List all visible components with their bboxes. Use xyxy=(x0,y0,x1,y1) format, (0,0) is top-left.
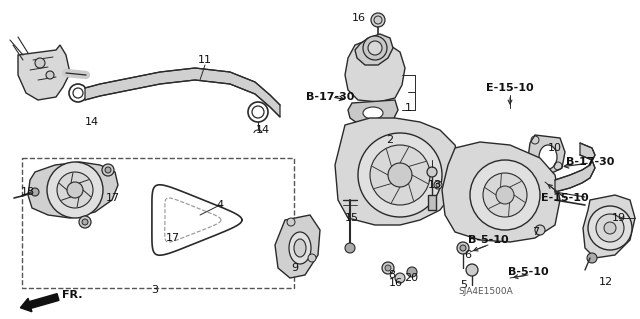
Circle shape xyxy=(79,216,91,228)
Text: 16: 16 xyxy=(352,13,366,23)
Circle shape xyxy=(604,222,616,234)
Text: 15: 15 xyxy=(345,213,359,223)
Circle shape xyxy=(105,167,111,173)
Circle shape xyxy=(457,242,469,254)
Text: B-5-10: B-5-10 xyxy=(508,267,548,277)
Circle shape xyxy=(374,16,382,24)
Text: 14: 14 xyxy=(256,125,270,135)
Text: 7: 7 xyxy=(532,227,540,237)
Polygon shape xyxy=(275,215,320,278)
Circle shape xyxy=(67,182,83,198)
Text: 17: 17 xyxy=(166,233,180,243)
Circle shape xyxy=(82,219,88,225)
Ellipse shape xyxy=(289,232,311,264)
Polygon shape xyxy=(555,143,595,192)
Polygon shape xyxy=(442,142,560,242)
Circle shape xyxy=(427,167,437,177)
Text: 14: 14 xyxy=(85,117,99,127)
Bar xyxy=(22,158,294,288)
Polygon shape xyxy=(355,34,393,65)
Text: 16: 16 xyxy=(389,278,403,288)
Circle shape xyxy=(368,41,382,55)
Circle shape xyxy=(46,71,54,79)
Circle shape xyxy=(588,206,632,250)
Circle shape xyxy=(31,188,39,196)
Circle shape xyxy=(385,265,391,271)
Circle shape xyxy=(47,162,103,218)
Text: E-15-10: E-15-10 xyxy=(486,83,534,93)
Circle shape xyxy=(466,264,478,276)
Circle shape xyxy=(483,173,527,217)
Circle shape xyxy=(388,163,412,187)
Polygon shape xyxy=(348,100,398,125)
Text: 5: 5 xyxy=(461,280,467,290)
Circle shape xyxy=(460,245,466,251)
Text: B-17-30: B-17-30 xyxy=(566,157,614,167)
Circle shape xyxy=(496,186,514,204)
Polygon shape xyxy=(335,118,460,225)
Text: B-17-30: B-17-30 xyxy=(306,92,354,102)
Text: B-5-10: B-5-10 xyxy=(468,235,508,245)
Text: 13: 13 xyxy=(428,180,442,190)
Circle shape xyxy=(382,262,394,274)
Ellipse shape xyxy=(539,145,557,169)
Circle shape xyxy=(370,145,430,205)
Circle shape xyxy=(345,243,355,253)
Text: 12: 12 xyxy=(599,277,613,287)
Circle shape xyxy=(371,13,385,27)
Text: 3: 3 xyxy=(152,285,159,295)
Text: 6: 6 xyxy=(465,250,472,260)
Circle shape xyxy=(308,254,316,262)
Polygon shape xyxy=(345,40,405,102)
Text: SJA4E1500A: SJA4E1500A xyxy=(459,287,513,296)
Polygon shape xyxy=(28,162,118,218)
Circle shape xyxy=(470,160,540,230)
Text: 17: 17 xyxy=(106,193,120,203)
Text: 11: 11 xyxy=(198,55,212,65)
Polygon shape xyxy=(85,68,280,117)
Text: 9: 9 xyxy=(291,263,299,273)
Polygon shape xyxy=(18,45,70,100)
Circle shape xyxy=(102,164,114,176)
Circle shape xyxy=(434,181,442,189)
Circle shape xyxy=(287,218,295,226)
Ellipse shape xyxy=(294,239,306,257)
Text: 20: 20 xyxy=(404,273,418,283)
FancyArrow shape xyxy=(20,293,59,312)
Text: FR.: FR. xyxy=(62,290,83,300)
Text: 18: 18 xyxy=(21,187,35,197)
Circle shape xyxy=(395,273,405,283)
Circle shape xyxy=(596,214,624,242)
Circle shape xyxy=(587,253,597,263)
Circle shape xyxy=(35,58,45,68)
Text: 10: 10 xyxy=(548,143,562,153)
Circle shape xyxy=(407,267,417,277)
Circle shape xyxy=(535,225,545,235)
Polygon shape xyxy=(528,135,565,175)
Circle shape xyxy=(57,172,93,208)
Text: 2: 2 xyxy=(387,135,394,145)
Circle shape xyxy=(358,133,442,217)
Circle shape xyxy=(363,36,387,60)
Polygon shape xyxy=(583,195,635,258)
Text: 4: 4 xyxy=(216,200,223,210)
Text: 19: 19 xyxy=(612,213,626,223)
Ellipse shape xyxy=(363,107,383,119)
Polygon shape xyxy=(428,195,436,210)
Circle shape xyxy=(436,183,440,187)
Text: E-15-10: E-15-10 xyxy=(541,193,589,203)
Text: 1: 1 xyxy=(404,103,412,113)
Text: 8: 8 xyxy=(388,270,396,280)
